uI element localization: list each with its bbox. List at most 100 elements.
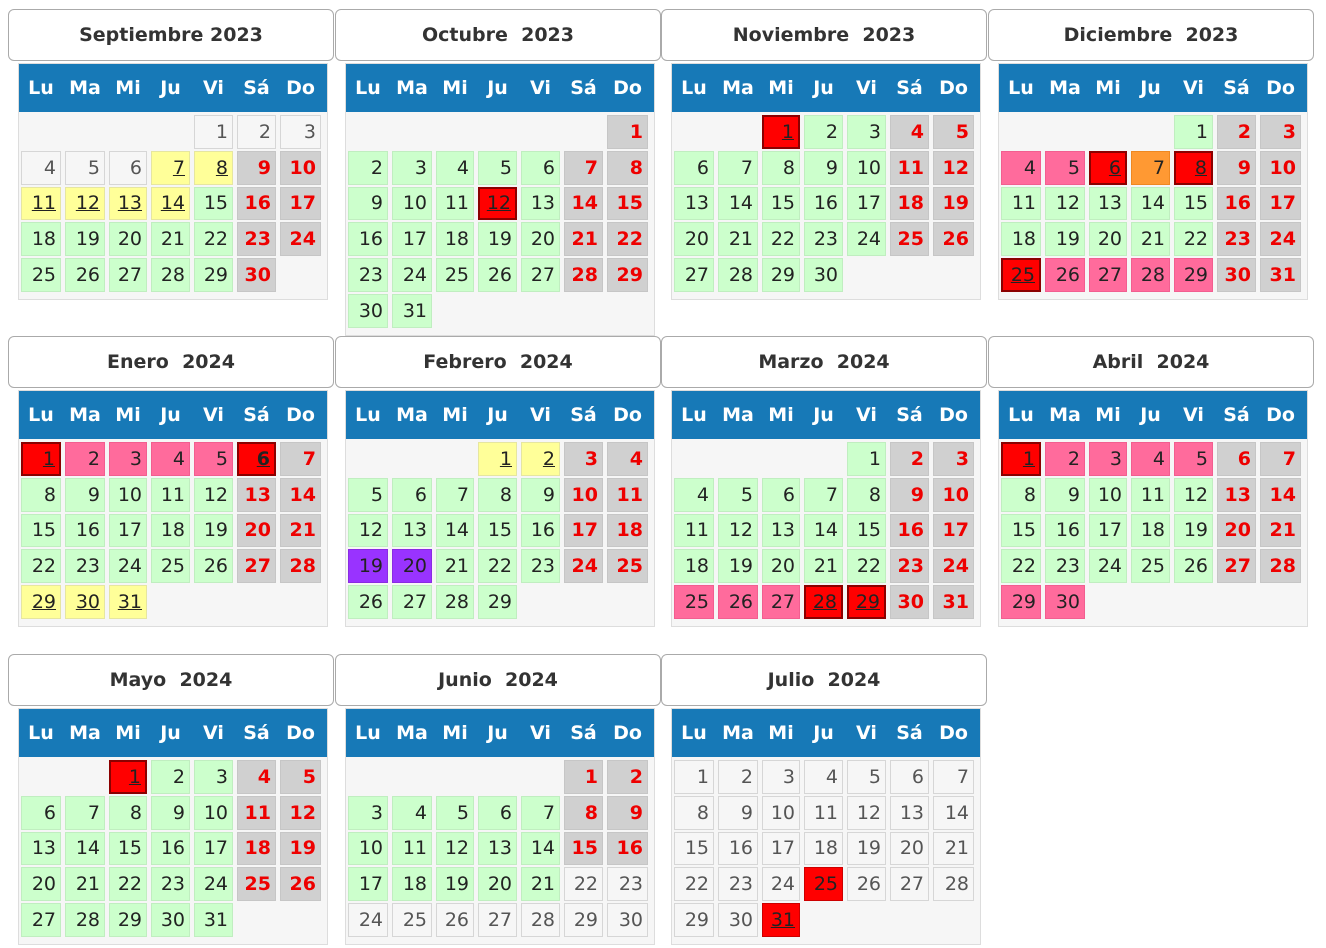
day-cell[interactable]: 14 xyxy=(1260,477,1301,512)
day-cell[interactable]: 3 xyxy=(392,150,432,185)
day-cell[interactable]: 23 xyxy=(521,549,560,584)
day-cell[interactable]: 25 xyxy=(674,585,714,619)
day-cell[interactable]: 18 xyxy=(21,222,61,257)
day-cell[interactable]: 4 xyxy=(392,795,432,830)
day-cell[interactable]: 24 xyxy=(762,867,800,902)
day-cell[interactable]: 18 xyxy=(674,549,714,584)
day-cell[interactable]: 29 xyxy=(1174,258,1213,292)
day-cell[interactable]: 14 xyxy=(933,795,974,830)
day-cell[interactable]: 12 xyxy=(1174,477,1213,512)
day-cell[interactable]: 13 xyxy=(109,186,147,221)
day-cell[interactable]: 16 xyxy=(237,186,276,221)
day-cell[interactable]: 30 xyxy=(804,258,843,292)
day-cell[interactable]: 1 xyxy=(674,760,714,794)
day-cell[interactable]: 16 xyxy=(65,513,105,548)
day-cell[interactable]: 27 xyxy=(521,258,560,292)
day-cell[interactable]: 24 xyxy=(109,549,147,584)
day-cell[interactable]: 19 xyxy=(933,186,974,221)
day-cell[interactable]: 3 xyxy=(348,795,388,830)
day-cell[interactable]: 31 xyxy=(762,903,800,937)
day-cell[interactable]: 10 xyxy=(392,186,432,221)
day-cell[interactable]: 11 xyxy=(1131,477,1170,512)
day-cell[interactable]: 27 xyxy=(674,258,714,292)
day-cell[interactable]: 22 xyxy=(1174,222,1213,257)
day-cell[interactable]: 9 xyxy=(1045,477,1085,512)
day-cell[interactable]: 2 xyxy=(718,760,758,794)
day-cell[interactable]: 29 xyxy=(847,585,886,619)
day-cell[interactable]: 28 xyxy=(1131,258,1170,292)
day-cell[interactable]: 11 xyxy=(607,477,648,512)
day-cell[interactable]: 13 xyxy=(392,513,432,548)
day-cell[interactable]: 14 xyxy=(804,513,843,548)
day-cell[interactable]: 2 xyxy=(65,442,105,476)
day-cell[interactable]: 24 xyxy=(348,903,388,937)
day-cell[interactable]: 2 xyxy=(151,760,190,794)
day-cell[interactable]: 6 xyxy=(674,150,714,185)
day-cell[interactable]: 21 xyxy=(280,513,321,548)
day-cell[interactable]: 3 xyxy=(933,442,974,476)
day-cell[interactable]: 11 xyxy=(804,795,843,830)
day-cell[interactable]: 19 xyxy=(718,549,758,584)
day-cell[interactable]: 25 xyxy=(151,549,190,584)
day-cell[interactable]: 14 xyxy=(65,831,105,866)
day-cell[interactable]: 8 xyxy=(674,795,714,830)
day-cell[interactable]: 2 xyxy=(521,442,560,476)
day-cell[interactable]: 9 xyxy=(607,795,648,830)
day-cell[interactable]: 27 xyxy=(890,867,929,902)
day-cell[interactable]: 24 xyxy=(280,222,321,257)
day-cell[interactable]: 30 xyxy=(607,903,648,937)
day-cell[interactable]: 13 xyxy=(1217,477,1256,512)
day-cell[interactable]: 4 xyxy=(674,477,714,512)
day-cell[interactable]: 15 xyxy=(1174,186,1213,221)
day-cell[interactable]: 3 xyxy=(762,760,800,794)
day-cell[interactable]: 17 xyxy=(348,867,388,902)
day-cell[interactable]: 7 xyxy=(280,442,321,476)
day-cell[interactable]: 28 xyxy=(280,549,321,584)
day-cell[interactable]: 29 xyxy=(109,903,147,937)
day-cell[interactable]: 28 xyxy=(804,585,843,619)
day-cell[interactable]: 19 xyxy=(847,831,886,866)
day-cell[interactable]: 14 xyxy=(151,186,190,221)
day-cell[interactable]: 6 xyxy=(762,477,800,512)
day-cell[interactable]: 21 xyxy=(151,222,190,257)
day-cell[interactable]: 7 xyxy=(933,760,974,794)
day-cell[interactable]: 28 xyxy=(151,258,190,292)
day-cell[interactable]: 29 xyxy=(1001,585,1041,619)
day-cell[interactable]: 25 xyxy=(436,258,474,292)
day-cell[interactable]: 10 xyxy=(348,831,388,866)
day-cell[interactable]: 26 xyxy=(280,867,321,902)
day-cell[interactable]: 17 xyxy=(1260,186,1301,221)
day-cell[interactable]: 11 xyxy=(21,186,61,221)
day-cell[interactable]: 25 xyxy=(890,222,929,257)
day-cell[interactable]: 28 xyxy=(521,903,560,937)
day-cell[interactable]: 10 xyxy=(194,795,233,830)
day-cell[interactable]: 22 xyxy=(109,867,147,902)
day-cell[interactable]: 12 xyxy=(718,513,758,548)
day-cell[interactable]: 4 xyxy=(1001,150,1041,185)
day-cell[interactable]: 13 xyxy=(1089,186,1127,221)
day-cell[interactable]: 12 xyxy=(280,795,321,830)
day-cell[interactable]: 3 xyxy=(564,442,603,476)
day-cell[interactable]: 12 xyxy=(348,513,388,548)
day-cell[interactable]: 28 xyxy=(65,903,105,937)
day-cell[interactable]: 25 xyxy=(1001,258,1041,292)
day-cell[interactable]: 18 xyxy=(804,831,843,866)
day-cell[interactable]: 23 xyxy=(237,222,276,257)
day-cell[interactable]: 23 xyxy=(151,867,190,902)
day-cell[interactable]: 17 xyxy=(1089,513,1127,548)
day-cell[interactable]: 19 xyxy=(478,222,517,257)
day-cell[interactable]: 19 xyxy=(1045,222,1085,257)
day-cell[interactable]: 15 xyxy=(1001,513,1041,548)
day-cell[interactable]: 11 xyxy=(674,513,714,548)
day-cell[interactable]: 8 xyxy=(1001,477,1041,512)
day-cell[interactable]: 15 xyxy=(847,513,886,548)
day-cell[interactable]: 27 xyxy=(1089,258,1127,292)
day-cell[interactable]: 5 xyxy=(478,150,517,185)
day-cell[interactable]: 4 xyxy=(237,760,276,794)
day-cell[interactable]: 18 xyxy=(607,513,648,548)
day-cell[interactable]: 21 xyxy=(65,867,105,902)
day-cell[interactable]: 14 xyxy=(718,186,758,221)
day-cell[interactable]: 17 xyxy=(392,222,432,257)
day-cell[interactable]: 10 xyxy=(109,477,147,512)
day-cell[interactable]: 2 xyxy=(1045,442,1085,476)
